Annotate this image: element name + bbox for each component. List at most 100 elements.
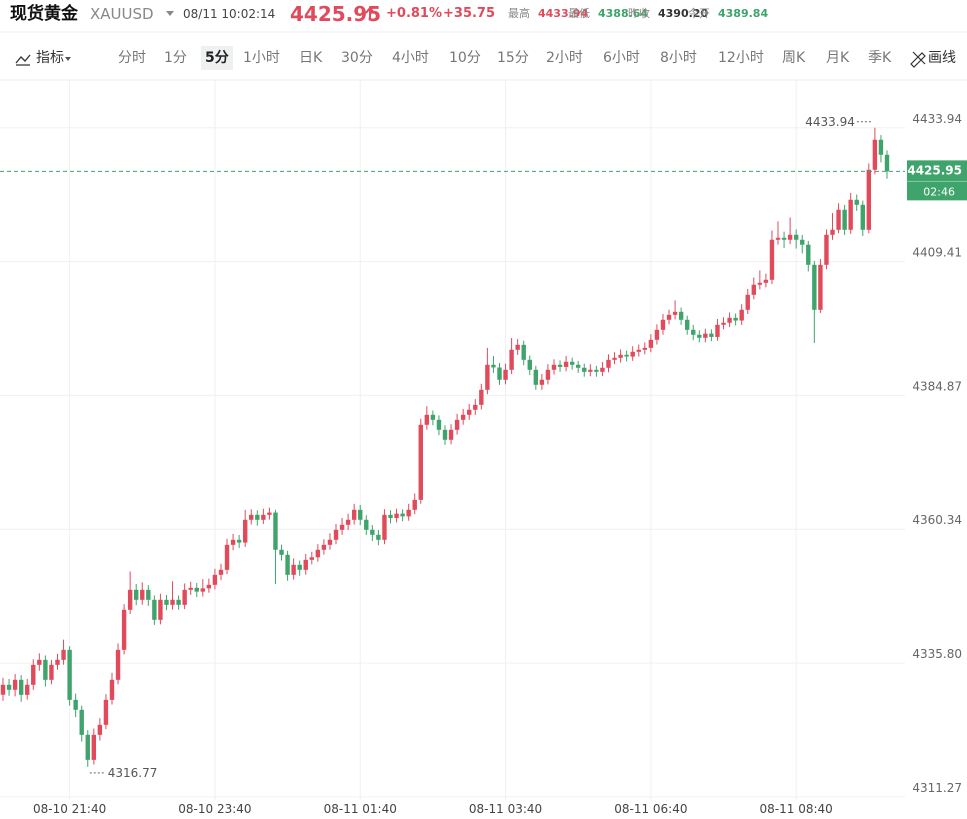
candle-body bbox=[230, 539, 236, 545]
candle-body bbox=[6, 684, 12, 690]
candle-body bbox=[757, 282, 763, 285]
period-button[interactable]: 周K bbox=[782, 50, 806, 66]
candle-body bbox=[684, 319, 690, 330]
high-label: 4433.94 bbox=[805, 115, 855, 129]
candle-body bbox=[491, 364, 496, 368]
indicator-button[interactable]: 指标 bbox=[36, 50, 64, 66]
period-button[interactable]: 30分 bbox=[341, 50, 373, 66]
candle-body bbox=[61, 649, 66, 660]
candle-body bbox=[678, 311, 684, 320]
candle-body bbox=[291, 564, 296, 575]
candle-body bbox=[812, 264, 817, 310]
header: 现货黄金 XAUUSD 08/11 10:02:14 4425.95 +0.81… bbox=[0, 0, 967, 30]
candle-body bbox=[206, 584, 212, 589]
period-button[interactable]: 1分 bbox=[164, 50, 187, 66]
draw-icon bbox=[910, 51, 926, 68]
candle-body bbox=[91, 734, 97, 760]
period-button[interactable]: 15分 bbox=[497, 50, 529, 66]
candle-body bbox=[418, 424, 423, 500]
candle-body bbox=[103, 699, 109, 725]
period-button[interactable]: 6小时 bbox=[603, 50, 640, 66]
candle-body bbox=[473, 404, 478, 410]
candle-body bbox=[49, 664, 54, 680]
candle-body bbox=[612, 357, 617, 360]
candle-body bbox=[127, 589, 133, 610]
candle-body bbox=[691, 329, 696, 335]
candle-body bbox=[333, 529, 339, 540]
candle-body bbox=[309, 557, 314, 560]
candle-body bbox=[606, 359, 611, 368]
candle-body bbox=[454, 419, 460, 430]
candle-body bbox=[624, 354, 629, 357]
x-tick-label: 08-11 06:40 bbox=[614, 802, 687, 816]
period-button[interactable]: 1小时 bbox=[243, 50, 280, 66]
last-price-label: 4425.95 bbox=[907, 163, 962, 177]
candle-body bbox=[79, 709, 84, 735]
candle-body bbox=[0, 684, 6, 695]
candle-body bbox=[515, 344, 520, 350]
candle-body bbox=[860, 204, 865, 230]
y-tick-label: 4360.34 bbox=[912, 513, 962, 527]
period-button[interactable]: 10分 bbox=[449, 50, 481, 66]
period-button[interactable]: 5分 bbox=[201, 46, 233, 70]
period-button[interactable]: 4小时 bbox=[392, 50, 429, 66]
stat-value: 4433.94 bbox=[538, 7, 589, 20]
candle-body bbox=[18, 679, 24, 695]
candle-body bbox=[279, 549, 284, 555]
candle-body bbox=[509, 349, 514, 370]
period-button[interactable]: 分时 bbox=[118, 50, 146, 66]
candle-body bbox=[394, 513, 399, 518]
candle-body bbox=[255, 514, 260, 520]
candle-body bbox=[854, 199, 859, 205]
y-tick-label: 4335.80 bbox=[912, 647, 962, 661]
candle-body bbox=[382, 514, 387, 540]
candle-body bbox=[781, 237, 787, 240]
candle-body bbox=[236, 539, 242, 543]
candle-body bbox=[97, 724, 103, 735]
period-button[interactable]: 日K bbox=[299, 50, 323, 66]
period-button[interactable]: 8小时 bbox=[660, 50, 697, 66]
period-button[interactable]: 月K bbox=[826, 50, 850, 66]
candle-body bbox=[800, 239, 805, 245]
stat-label: 最低 bbox=[568, 7, 590, 20]
stat-label: 昨收 bbox=[628, 7, 650, 20]
x-tick-label: 08-11 01:40 bbox=[324, 802, 397, 816]
draw-button[interactable]: 画线 bbox=[928, 50, 956, 66]
candle-body bbox=[67, 649, 72, 700]
candle-body bbox=[261, 514, 266, 520]
candle-body bbox=[12, 679, 18, 690]
period-button[interactable]: 2小时 bbox=[546, 50, 583, 66]
candle-body bbox=[733, 317, 738, 321]
candle-body bbox=[43, 659, 48, 680]
change: +35.75 bbox=[443, 6, 496, 21]
x-tick-label: 08-10 23:40 bbox=[178, 802, 251, 816]
period-button[interactable]: 12小时 bbox=[718, 50, 764, 66]
time: 08/11 10:02:14 bbox=[183, 7, 276, 21]
candle-body bbox=[775, 237, 781, 240]
candle-body bbox=[170, 599, 175, 605]
candle-body bbox=[848, 199, 853, 230]
candle-body bbox=[618, 354, 623, 358]
candle-body bbox=[872, 139, 878, 170]
candle-body bbox=[218, 569, 224, 575]
candle-body bbox=[442, 429, 448, 440]
candle-body bbox=[497, 367, 502, 380]
candle-body bbox=[224, 544, 230, 570]
candle-body bbox=[709, 333, 714, 337]
price: 4425.95 bbox=[290, 2, 382, 26]
last-price-tag bbox=[907, 160, 967, 201]
stat-value: 4390.20 bbox=[658, 7, 709, 20]
candle-body bbox=[400, 513, 405, 517]
candle-body bbox=[321, 544, 327, 550]
candle-body bbox=[212, 574, 218, 585]
symbol[interactable]: XAUUSD bbox=[90, 5, 154, 23]
candle-body bbox=[594, 369, 599, 372]
candle-body bbox=[739, 309, 744, 321]
period-button[interactable]: 季K bbox=[868, 50, 892, 66]
low-label: 4316.77 bbox=[108, 766, 158, 780]
candle-body bbox=[521, 344, 526, 360]
candle-body bbox=[273, 512, 278, 550]
candle-body bbox=[745, 294, 750, 310]
candle-body bbox=[31, 664, 36, 685]
